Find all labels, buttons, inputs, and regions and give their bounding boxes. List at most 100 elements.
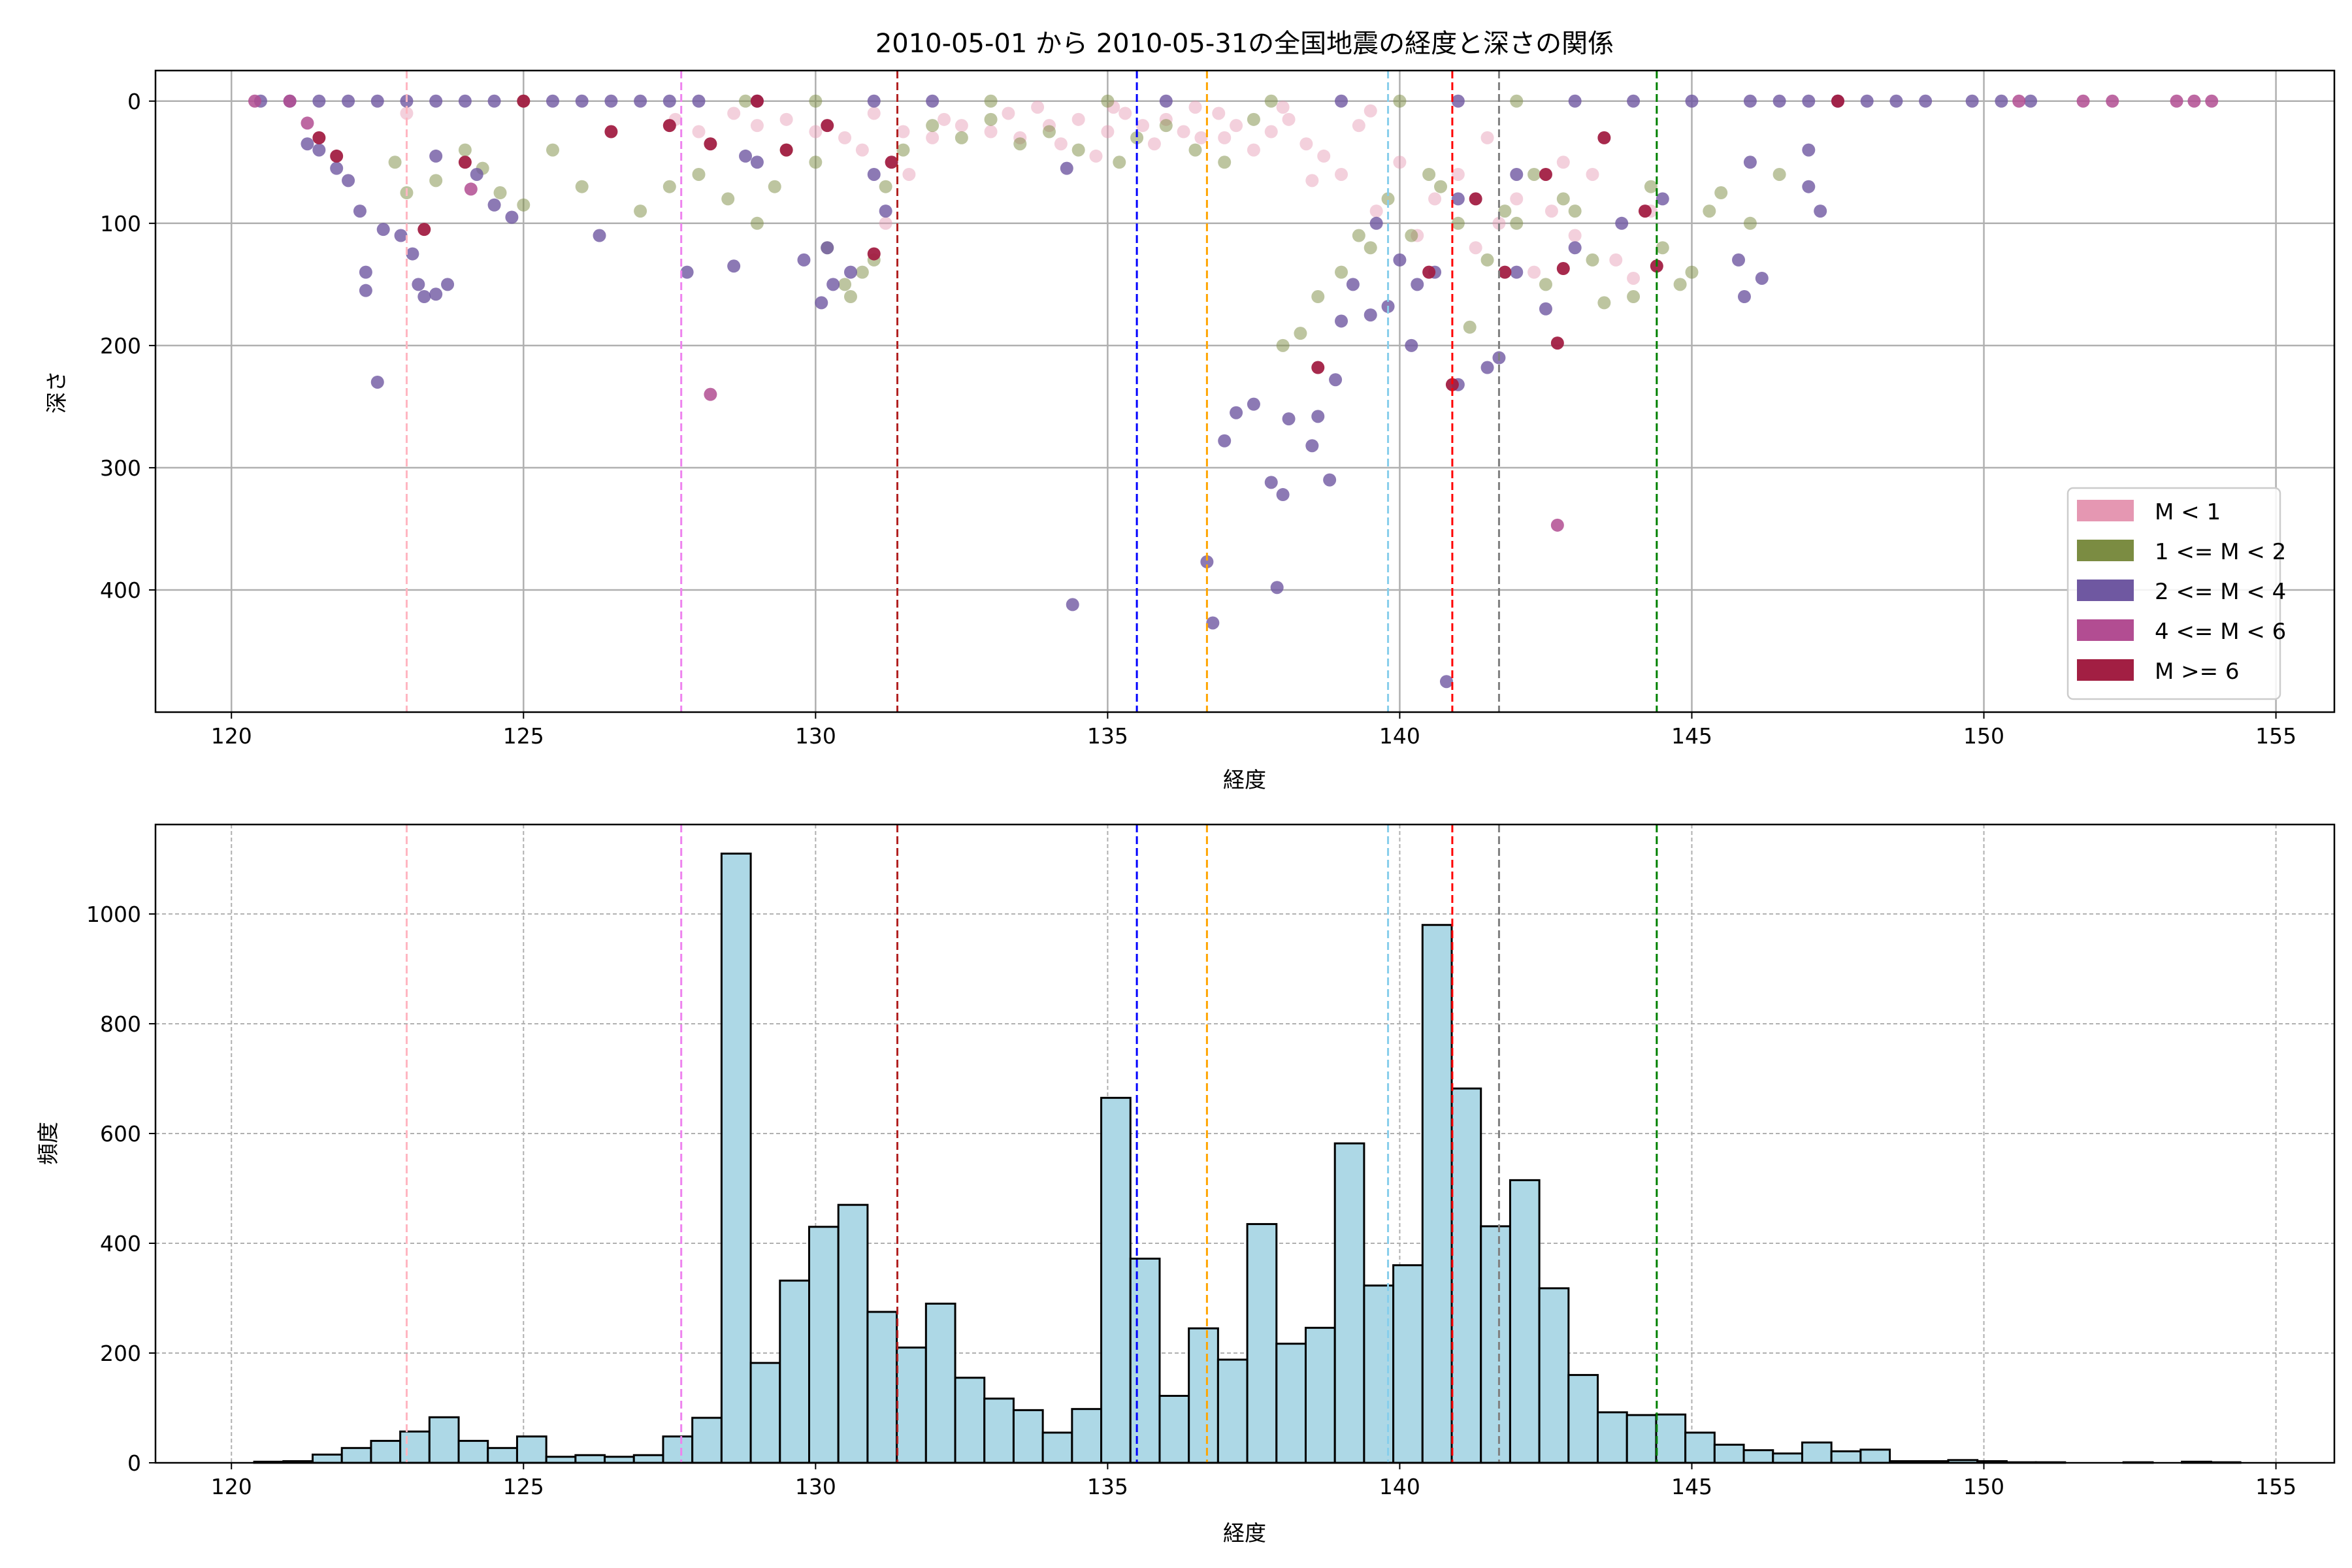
scatter-point (546, 94, 559, 108)
scatter-point (843, 265, 857, 279)
scatter-point (1627, 290, 1641, 304)
histogram-bar (457, 1439, 489, 1464)
scatter-point (1002, 106, 1015, 120)
scatter-point (517, 94, 531, 108)
scatter-point (1247, 397, 1260, 411)
histogram-bar (983, 1397, 1015, 1464)
x-tick-label: 150 (1963, 1474, 2004, 1499)
scatter-point (1422, 265, 1436, 279)
scatter-point (1638, 204, 1652, 218)
histogram-bar (1071, 1408, 1103, 1464)
scatter-point (879, 204, 892, 218)
scatter-point (1066, 598, 1079, 612)
histogram-ylabel: 頻度 (35, 1122, 61, 1165)
x-tick-label: 140 (1379, 723, 1420, 749)
scatter-point (704, 137, 717, 151)
histogram-bar (1509, 1179, 1541, 1464)
scatter-point (692, 125, 706, 139)
scatter-point (1364, 241, 1377, 255)
scatter-point (593, 229, 606, 242)
scatter-plot: 120 125 130 135 140 145 150 155 0 100 200 300 400 M <… (100, 69, 2336, 749)
scatter-point (1737, 290, 1751, 304)
scatter-point (1089, 149, 1103, 163)
scatter-point (1364, 308, 1377, 322)
scatter-xlabel: 経度 (1223, 767, 1266, 792)
scatter-point (815, 296, 828, 310)
scatter-point (330, 149, 344, 163)
scatter-point (429, 174, 443, 188)
scatter-point (1218, 131, 1232, 144)
histogram-bar (1100, 1096, 1132, 1464)
scatter-point (1556, 192, 1570, 206)
scatter-point (809, 125, 823, 139)
scatter-point (1335, 94, 1348, 108)
scatter-point (1428, 192, 1442, 206)
scatter-point (721, 192, 735, 206)
scatter-point (604, 94, 618, 108)
scatter-point (458, 143, 472, 157)
scatter-point (1130, 131, 1144, 144)
scatter-point (926, 131, 939, 144)
scatter-point (984, 94, 998, 108)
scatter-point (1282, 412, 1296, 426)
histogram-bar (837, 1203, 869, 1464)
scatter-point (1405, 338, 1418, 352)
histogram-bar (1158, 1395, 1190, 1464)
scatter-point (1539, 167, 1552, 181)
scatter-point (1814, 204, 1827, 218)
histogram-bar (1597, 1411, 1628, 1464)
scatter-point (1159, 94, 1173, 108)
scatter-point (1469, 192, 1482, 206)
histogram-bar (1012, 1409, 1044, 1464)
scatter-point (750, 155, 764, 169)
histogram-bar (1480, 1225, 1511, 1464)
scatter-point (470, 167, 483, 181)
scatter-point (1743, 216, 1757, 230)
scatter-point (838, 278, 852, 291)
scatter-point (902, 167, 916, 181)
scatter-point (1860, 94, 1874, 108)
scatter-point (359, 284, 372, 297)
scatter-point (1405, 229, 1418, 242)
scatter-point (1544, 204, 1558, 218)
scatter-point (1615, 216, 1629, 230)
scatter-point (662, 119, 676, 133)
scatter-point (867, 247, 881, 261)
scatter-point (1597, 296, 1611, 310)
histogram-bar (1742, 1449, 1774, 1464)
scatter-point (517, 198, 531, 212)
scatter-point (896, 125, 910, 139)
scatter-point (1889, 94, 1903, 108)
scatter-point (2106, 94, 2119, 108)
scatter-point (1188, 143, 1202, 157)
scatter-point (464, 182, 478, 196)
histogram-bar (370, 1439, 402, 1464)
scatter-point (1282, 112, 1296, 126)
histogram-bar (428, 1416, 460, 1464)
scatter-point (750, 119, 764, 133)
y-tick-label: 0 (127, 1450, 141, 1476)
scatter-point (1212, 106, 1226, 120)
scatter-point (1113, 155, 1126, 169)
scatter-point (2187, 94, 2201, 108)
scatter-point (1299, 137, 1313, 151)
scatter-point (826, 278, 840, 291)
scatter-point (1656, 241, 1669, 255)
scatter-point (1200, 555, 1214, 568)
scatter-point (1510, 94, 1524, 108)
histogram-bar (1655, 1413, 1687, 1464)
histogram-bar (1421, 924, 1453, 1464)
scatter-point (1480, 131, 1494, 144)
histogram-bar (1275, 1343, 1307, 1464)
scatter-point (1556, 262, 1570, 276)
legend-swatch (2077, 659, 2134, 681)
histogram-bar (1625, 1414, 1658, 1464)
scatter-point (1013, 137, 1027, 151)
x-tick-label: 140 (1379, 1474, 1420, 1499)
scatter-point (429, 94, 443, 108)
scatter-point (1054, 137, 1068, 151)
scatter-point (1311, 290, 1325, 304)
scatter-point (1369, 204, 1383, 218)
scatter-point (1568, 229, 1582, 242)
scatter-title: 2010-05-01 から 2010-05-31の全国地震の経度と深さの関係 (875, 29, 1614, 59)
